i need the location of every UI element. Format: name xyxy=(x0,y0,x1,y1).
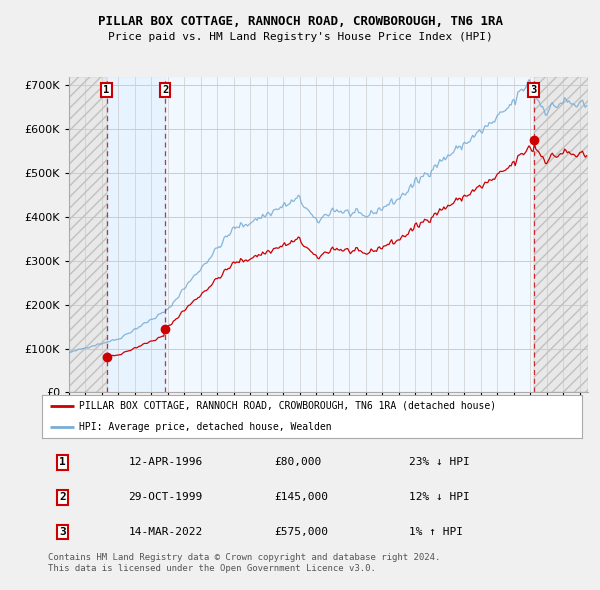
Text: 2: 2 xyxy=(162,84,168,94)
Text: 3: 3 xyxy=(59,527,66,537)
Text: HPI: Average price, detached house, Wealden: HPI: Average price, detached house, Weal… xyxy=(79,422,331,432)
Text: PILLAR BOX COTTAGE, RANNOCH ROAD, CROWBOROUGH, TN6 1RA (detached house): PILLAR BOX COTTAGE, RANNOCH ROAD, CROWBO… xyxy=(79,401,496,411)
Text: 3: 3 xyxy=(530,84,537,94)
Text: £145,000: £145,000 xyxy=(274,492,328,502)
Text: £575,000: £575,000 xyxy=(274,527,328,537)
Text: £80,000: £80,000 xyxy=(274,457,322,467)
Bar xyxy=(107,77,165,392)
Bar xyxy=(533,77,588,392)
Text: 1% ↑ HPI: 1% ↑ HPI xyxy=(409,527,463,537)
Bar xyxy=(165,77,533,392)
Bar xyxy=(69,77,107,392)
Text: 12% ↓ HPI: 12% ↓ HPI xyxy=(409,492,470,502)
Text: 23% ↓ HPI: 23% ↓ HPI xyxy=(409,457,470,467)
Text: 1: 1 xyxy=(103,84,110,94)
Text: Contains HM Land Registry data © Crown copyright and database right 2024.
This d: Contains HM Land Registry data © Crown c… xyxy=(48,553,440,573)
Text: 2: 2 xyxy=(59,492,66,502)
Text: PILLAR BOX COTTAGE, RANNOCH ROAD, CROWBOROUGH, TN6 1RA: PILLAR BOX COTTAGE, RANNOCH ROAD, CROWBO… xyxy=(97,15,503,28)
Text: Price paid vs. HM Land Registry's House Price Index (HPI): Price paid vs. HM Land Registry's House … xyxy=(107,32,493,42)
Bar xyxy=(69,77,107,392)
Text: 14-MAR-2022: 14-MAR-2022 xyxy=(128,527,203,537)
Text: 1: 1 xyxy=(59,457,66,467)
Bar xyxy=(533,77,588,392)
Text: 12-APR-1996: 12-APR-1996 xyxy=(128,457,203,467)
Text: 29-OCT-1999: 29-OCT-1999 xyxy=(128,492,203,502)
